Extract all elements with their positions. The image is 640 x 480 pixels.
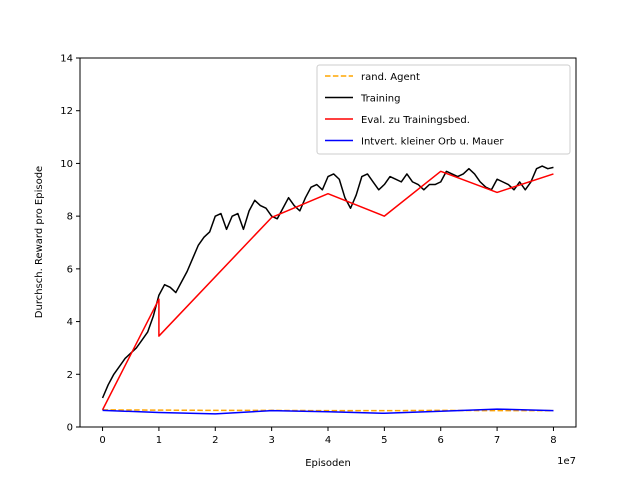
- y-tick-label: 12: [60, 106, 73, 117]
- x-tick-label: 0: [99, 435, 105, 446]
- series-line-1: [102, 409, 554, 412]
- x-axis: 0 1 2 3 4 5 6 7 8: [99, 427, 557, 446]
- x-axis-label: Episoden: [305, 458, 351, 469]
- y-tick-label: 8: [67, 212, 73, 223]
- legend-entry: rand. Agent: [361, 72, 420, 83]
- legend: rand. Agent Training Eval. zu Trainingsbed…: [316, 64, 571, 155]
- y-tick-label: 6: [67, 264, 73, 275]
- x-tick-label: 8: [550, 435, 556, 446]
- x-tick-label: 2: [212, 435, 218, 446]
- x-tick-label: 4: [325, 435, 331, 446]
- y-tick-label: 10: [60, 159, 73, 170]
- series-line-2: [101, 165, 554, 399]
- series-layer: [101, 165, 554, 415]
- series-line-3: [101, 170, 554, 411]
- y-tick-label: 14: [60, 54, 73, 65]
- y-tick-label: 2: [67, 370, 73, 381]
- y-tick-label: 4: [67, 317, 73, 328]
- legend-entry: Intvert. kleiner Orb u. Mauer: [361, 137, 504, 148]
- x-tick-label: 3: [268, 435, 274, 446]
- x-offset-label: 1e7: [557, 456, 576, 467]
- x-tick-label: 7: [494, 435, 500, 446]
- x-tick-label: 5: [381, 435, 387, 446]
- legend-box: [316, 64, 571, 155]
- series-line-4: [102, 408, 554, 415]
- x-tick-label: 1: [156, 435, 162, 446]
- y-axis-label: Durchsch. Reward pro Episode: [34, 166, 45, 318]
- legend-entry: Eval. zu Trainingsbed.: [361, 115, 470, 126]
- legend-entry: Training: [360, 94, 400, 105]
- y-tick-label: 0: [67, 423, 73, 434]
- x-tick-label: 6: [438, 435, 444, 446]
- y-axis: 0 2 4 6 8 10 12 14: [60, 54, 80, 434]
